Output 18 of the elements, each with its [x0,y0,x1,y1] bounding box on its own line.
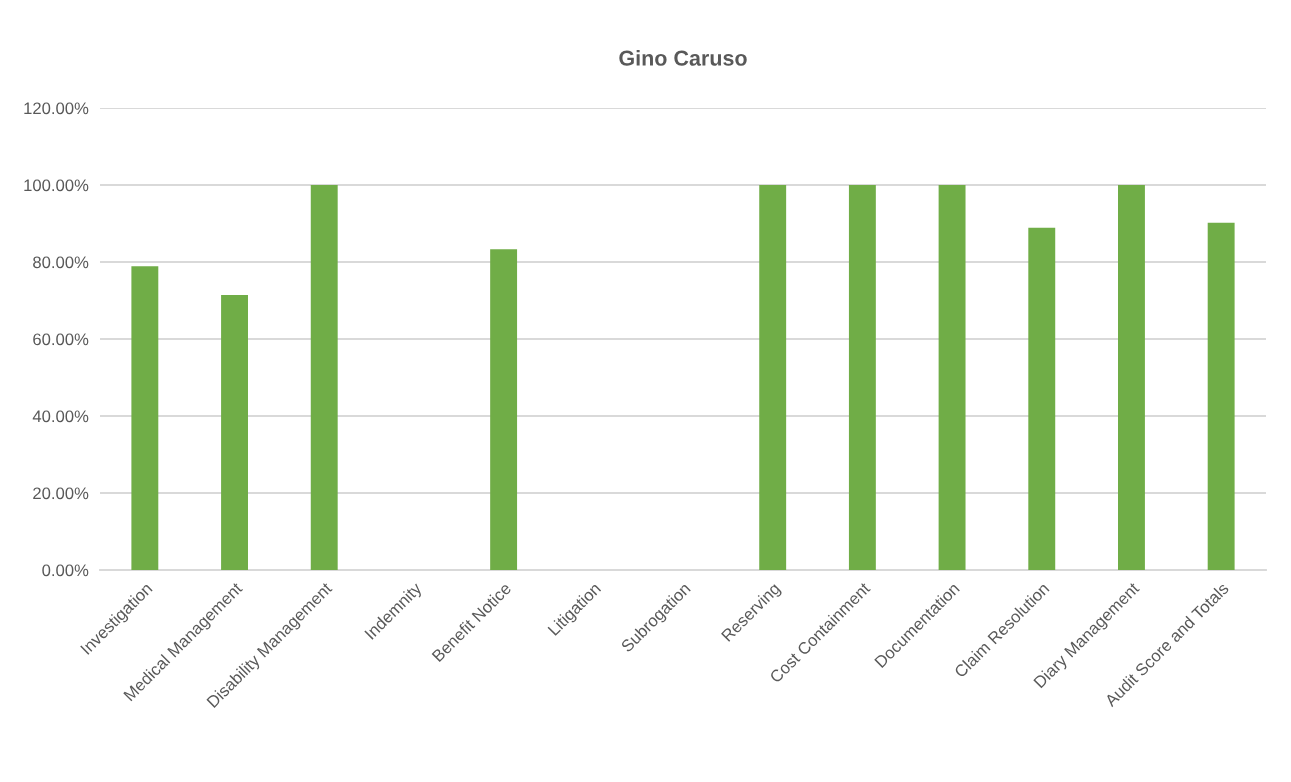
y-tick-label: 80.00% [33,256,89,269]
bar [221,295,248,570]
bar [490,249,518,570]
y-tick-label: 60.00% [33,333,89,346]
y-tick-label: 40.00% [32,410,89,423]
y-tick-label: 100.00% [24,179,89,192]
bar [1118,185,1145,570]
bar [131,266,159,570]
y-tick-label: 120.00% [24,102,89,115]
chart-title: Gino Caruso [619,49,747,66]
bar [759,185,787,570]
y-tick-label: 0.00% [42,564,89,577]
bar [1028,227,1056,570]
bar [848,185,876,570]
bar [938,185,966,570]
bar [310,185,338,570]
bar [1207,222,1235,570]
y-tick-label: 20.00% [33,487,89,500]
